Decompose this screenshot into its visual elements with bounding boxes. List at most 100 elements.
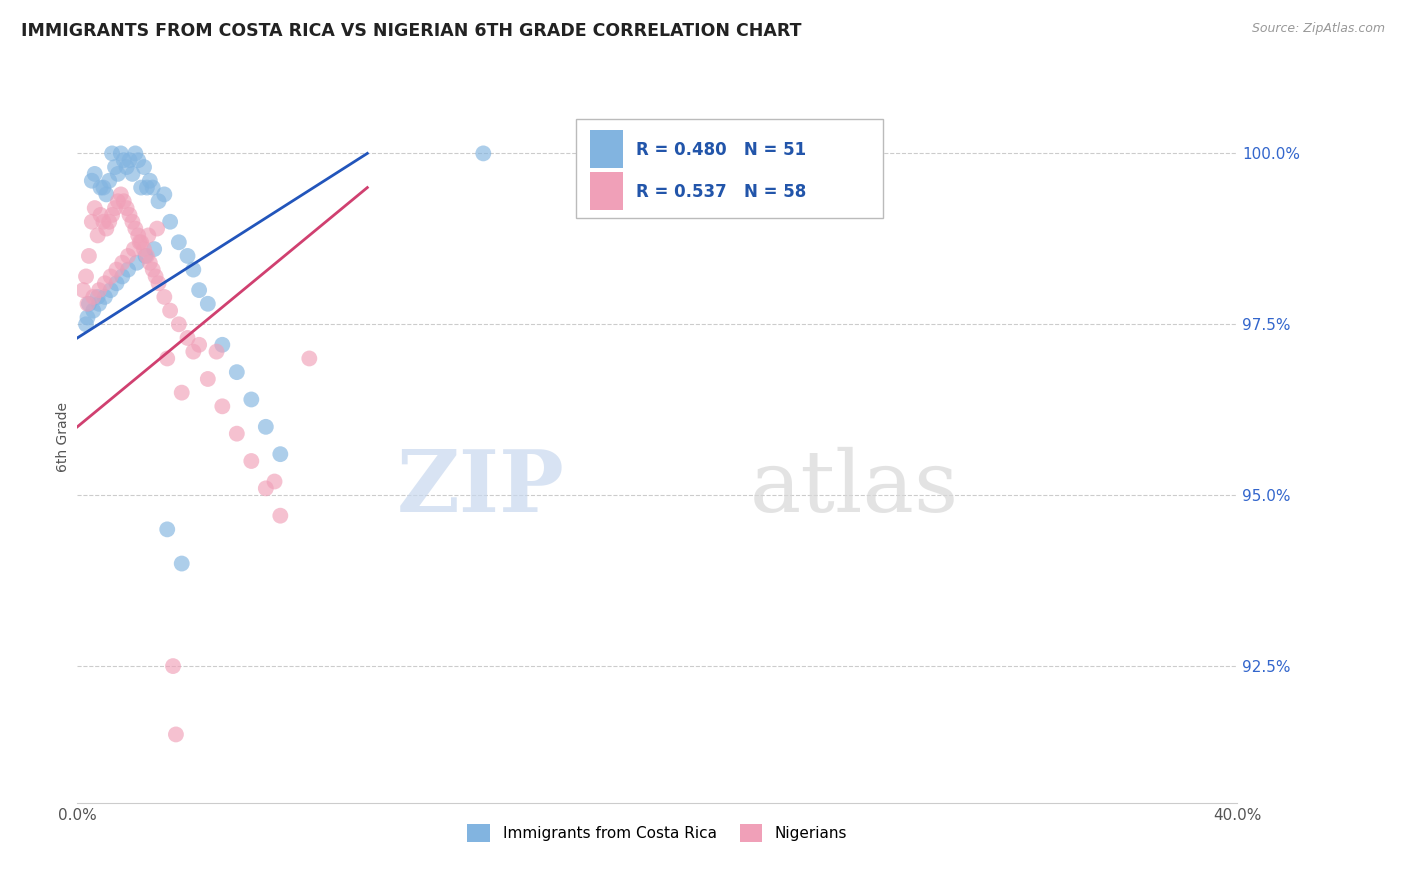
- Point: [122, 242, 145, 256]
- Point: [197, 372, 219, 386]
- Point: [117, 262, 139, 277]
- Point: [115, 160, 138, 174]
- Point: [118, 208, 141, 222]
- Text: R = 0.537   N = 58: R = 0.537 N = 58: [637, 183, 807, 201]
- Point: [254, 481, 277, 495]
- Point: [112, 194, 135, 209]
- Point: [104, 160, 127, 174]
- Point: [124, 146, 146, 161]
- Point: [176, 249, 198, 263]
- Point: [146, 221, 169, 235]
- Point: [72, 283, 94, 297]
- Point: [98, 174, 121, 188]
- Point: [132, 242, 155, 256]
- Legend: Immigrants from Costa Rica, Nigerians: Immigrants from Costa Rica, Nigerians: [460, 816, 855, 850]
- FancyBboxPatch shape: [591, 172, 623, 211]
- Point: [176, 331, 198, 345]
- Point: [124, 221, 146, 235]
- Point: [105, 277, 128, 291]
- Point: [83, 201, 105, 215]
- Point: [110, 146, 132, 161]
- Point: [115, 201, 138, 215]
- Point: [263, 475, 285, 489]
- Point: [118, 153, 141, 168]
- Point: [153, 290, 176, 304]
- Point: [225, 365, 247, 379]
- Point: [142, 262, 165, 277]
- Point: [139, 256, 162, 270]
- Point: [269, 447, 291, 461]
- Point: [135, 249, 157, 263]
- Point: [121, 167, 143, 181]
- Point: [142, 180, 165, 194]
- Point: [254, 420, 277, 434]
- Point: [75, 318, 97, 332]
- Point: [188, 283, 211, 297]
- Point: [165, 727, 187, 741]
- Point: [93, 215, 115, 229]
- Point: [82, 290, 104, 304]
- Y-axis label: 6th Grade: 6th Grade: [56, 402, 70, 472]
- Point: [143, 242, 166, 256]
- Point: [156, 351, 179, 366]
- Point: [101, 208, 124, 222]
- Point: [107, 194, 129, 209]
- Point: [240, 392, 263, 407]
- Point: [76, 310, 98, 325]
- Point: [110, 187, 132, 202]
- Point: [101, 146, 124, 161]
- Point: [86, 290, 108, 304]
- Point: [90, 180, 111, 194]
- Point: [93, 180, 115, 194]
- Text: atlas: atlas: [751, 447, 959, 530]
- Point: [105, 262, 128, 277]
- Point: [111, 256, 134, 270]
- Point: [107, 167, 129, 181]
- Point: [240, 454, 263, 468]
- Point: [80, 174, 103, 188]
- Point: [183, 262, 205, 277]
- Point: [159, 215, 181, 229]
- Point: [170, 557, 193, 571]
- Point: [121, 215, 143, 229]
- Point: [145, 269, 167, 284]
- Point: [100, 283, 122, 297]
- Point: [225, 426, 247, 441]
- Point: [77, 297, 100, 311]
- Text: R = 0.480   N = 51: R = 0.480 N = 51: [637, 141, 807, 159]
- Point: [134, 249, 156, 263]
- Point: [205, 344, 228, 359]
- Point: [125, 256, 148, 270]
- Point: [76, 297, 98, 311]
- Point: [87, 297, 110, 311]
- Point: [148, 277, 170, 291]
- Text: ZIP: ZIP: [396, 446, 565, 530]
- Point: [87, 283, 110, 297]
- Point: [159, 303, 181, 318]
- Point: [211, 338, 233, 352]
- Point: [128, 235, 150, 250]
- Point: [188, 338, 211, 352]
- Point: [132, 160, 155, 174]
- Point: [156, 522, 179, 536]
- Point: [96, 187, 118, 202]
- Point: [138, 228, 160, 243]
- Point: [162, 659, 184, 673]
- Point: [77, 249, 100, 263]
- Point: [167, 235, 190, 250]
- Point: [269, 508, 291, 523]
- Point: [129, 180, 152, 194]
- Point: [80, 215, 103, 229]
- Point: [90, 208, 111, 222]
- Point: [100, 269, 122, 284]
- Point: [94, 290, 117, 304]
- Point: [139, 174, 162, 188]
- Point: [298, 351, 321, 366]
- Point: [127, 153, 149, 168]
- Point: [211, 400, 233, 414]
- Text: IMMIGRANTS FROM COSTA RICA VS NIGERIAN 6TH GRADE CORRELATION CHART: IMMIGRANTS FROM COSTA RICA VS NIGERIAN 6…: [21, 22, 801, 40]
- Point: [83, 167, 105, 181]
- Point: [129, 235, 152, 250]
- Text: Source: ZipAtlas.com: Source: ZipAtlas.com: [1251, 22, 1385, 36]
- Point: [167, 318, 190, 332]
